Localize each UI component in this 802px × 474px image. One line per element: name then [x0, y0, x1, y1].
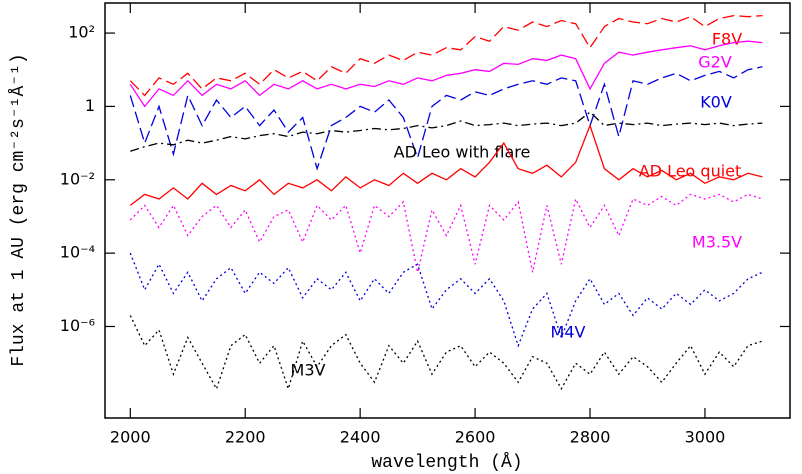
- spectrum-line: [129, 14, 763, 97]
- y-tick-label: 1: [85, 96, 95, 115]
- series-label: G2V: [698, 53, 732, 72]
- series-label: AD Leo with flare: [394, 143, 531, 162]
- x-tick-label: 2600: [455, 428, 496, 447]
- y-tick-label: 10⁻⁴: [60, 243, 95, 262]
- series-label: M3.5V: [692, 233, 742, 252]
- spectrum-line: [130, 111, 763, 152]
- x-tick-label: 3000: [685, 428, 726, 447]
- spectrum-line: [129, 123, 763, 206]
- x-tick-label: 2000: [110, 428, 151, 447]
- plot-frame: [104, 2, 791, 419]
- y-tick-label: 10⁻⁶: [60, 316, 95, 335]
- series-label: AD Leo quiet: [639, 162, 742, 181]
- series-label: K0V: [700, 93, 732, 112]
- series-label: F8V: [712, 30, 742, 49]
- spectrum-line: [129, 315, 763, 391]
- spectrum-line: [129, 252, 763, 348]
- y-axis-label: Flux at 1 AU (erg cm⁻²s⁻¹Å⁻¹): [8, 53, 29, 366]
- series-label: M3V: [291, 361, 326, 380]
- y-tick-label: 10²: [68, 23, 95, 42]
- spectrum-line: [129, 193, 763, 273]
- spectrum-line: [129, 40, 763, 108]
- y-tick-label: 10⁻²: [60, 169, 95, 188]
- x-tick-label: 2800: [570, 428, 611, 447]
- spectrum-line: [129, 66, 763, 171]
- series-label: M4V: [551, 323, 586, 342]
- x-axis-label: wavelength (Å): [371, 452, 522, 473]
- x-tick-label: 2200: [225, 428, 266, 447]
- x-tick-label: 2400: [340, 428, 381, 447]
